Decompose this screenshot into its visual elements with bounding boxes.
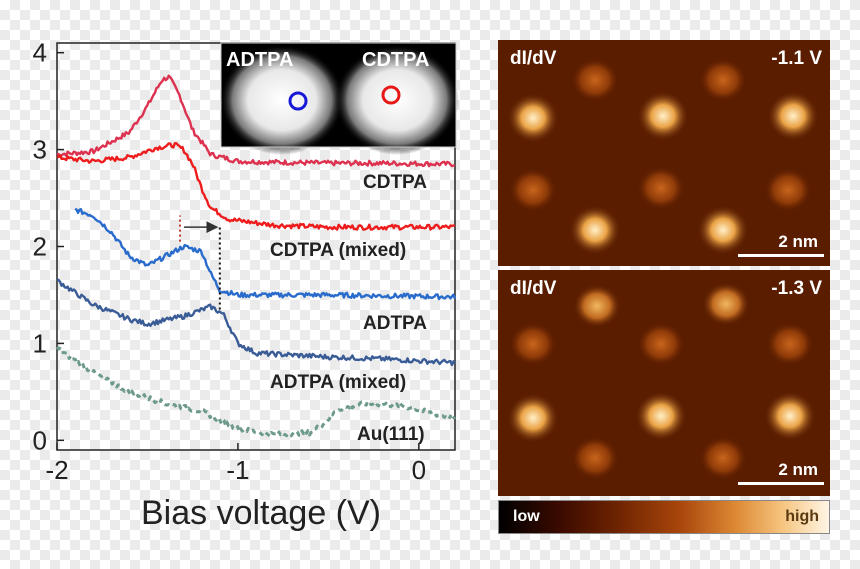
map-top-bias: -1.1 V <box>771 48 822 69</box>
map-bottom-scalebar-label: 2 nm <box>778 460 818 479</box>
series-line-2 <box>74 207 457 301</box>
structure-inset: ADTPA CDTPA <box>220 42 459 155</box>
cdtpa-marker-circle <box>381 85 401 105</box>
series-label: ADTPA (mixed) <box>270 372 406 393</box>
colorbar: low high <box>498 500 830 534</box>
molecule-spot-dim <box>699 436 747 480</box>
didv-map-top-image <box>507 58 819 255</box>
molecule-spot-dim <box>509 322 557 366</box>
molecule-spot-dim <box>571 58 619 102</box>
series-line-1 <box>56 142 456 231</box>
molecule-spot <box>507 393 559 443</box>
molecule-spot <box>573 284 621 328</box>
didv-map-bottom-image <box>507 282 816 480</box>
molecule-spot-dim <box>764 168 812 212</box>
series-line-4 <box>55 345 457 438</box>
y-tick-label: 1 <box>33 328 47 358</box>
map-top-label: dI/dV <box>510 48 557 69</box>
map-bottom-bias: -1.3 V <box>771 278 822 299</box>
map-bottom-label: dI/dV <box>510 278 557 299</box>
molecule-spot-dim <box>637 166 685 210</box>
molecule-spot-dim <box>571 436 619 480</box>
didv-map-top: dI/dV -1.1 V 2 nm <box>498 40 830 266</box>
adtpa-marker-circle <box>288 91 308 111</box>
x-tick-label: 0 <box>412 455 426 485</box>
molecule-spot-dim <box>766 322 814 366</box>
molecule-spot-dim <box>509 168 557 212</box>
molecule-spot <box>635 391 687 441</box>
x-tick-label: -1 <box>226 455 249 485</box>
x-axis-label: Bias voltage (V) <box>141 494 381 532</box>
colorbar-low-label: low <box>513 508 540 525</box>
series-line-0 <box>56 74 456 168</box>
series-label: CDTPA <box>363 172 427 193</box>
y-tick-label: 0 <box>33 425 47 455</box>
molecule-spot <box>569 205 621 255</box>
molecule-spot-dim <box>637 322 685 366</box>
series-line-3 <box>57 278 456 367</box>
series-label: ADTPA <box>363 313 427 334</box>
series-label: Au(111) <box>357 424 425 445</box>
y-tick-label: 2 <box>33 232 47 262</box>
map-bottom-scalebar <box>738 482 824 485</box>
map-top-scalebar-label: 2 nm <box>778 232 818 251</box>
molecule-spot <box>702 282 750 326</box>
y-tick-label: 3 <box>33 135 47 165</box>
inset-label-cdtpa: CDTPA <box>362 49 429 71</box>
inset-border <box>220 42 457 148</box>
molecule-spot-dim <box>699 58 747 102</box>
map-top-scalebar <box>738 254 824 257</box>
adtpa-inset-blob <box>220 45 344 155</box>
colorbar-high-label: high <box>785 508 819 525</box>
y-tick-label: 4 <box>33 38 47 68</box>
molecule-spot <box>637 91 689 141</box>
didv-map-bottom: dI/dV -1.3 V 2 nm <box>498 270 830 496</box>
molecule-spot <box>767 91 819 141</box>
inset-label-adtpa: ADTPA <box>226 49 293 71</box>
molecule-spot <box>507 93 559 143</box>
molecule-spot <box>697 205 749 255</box>
x-tick-label: -2 <box>45 455 68 485</box>
molecule-spot <box>764 391 816 441</box>
series-label: CDTPA (mixed) <box>270 240 406 261</box>
